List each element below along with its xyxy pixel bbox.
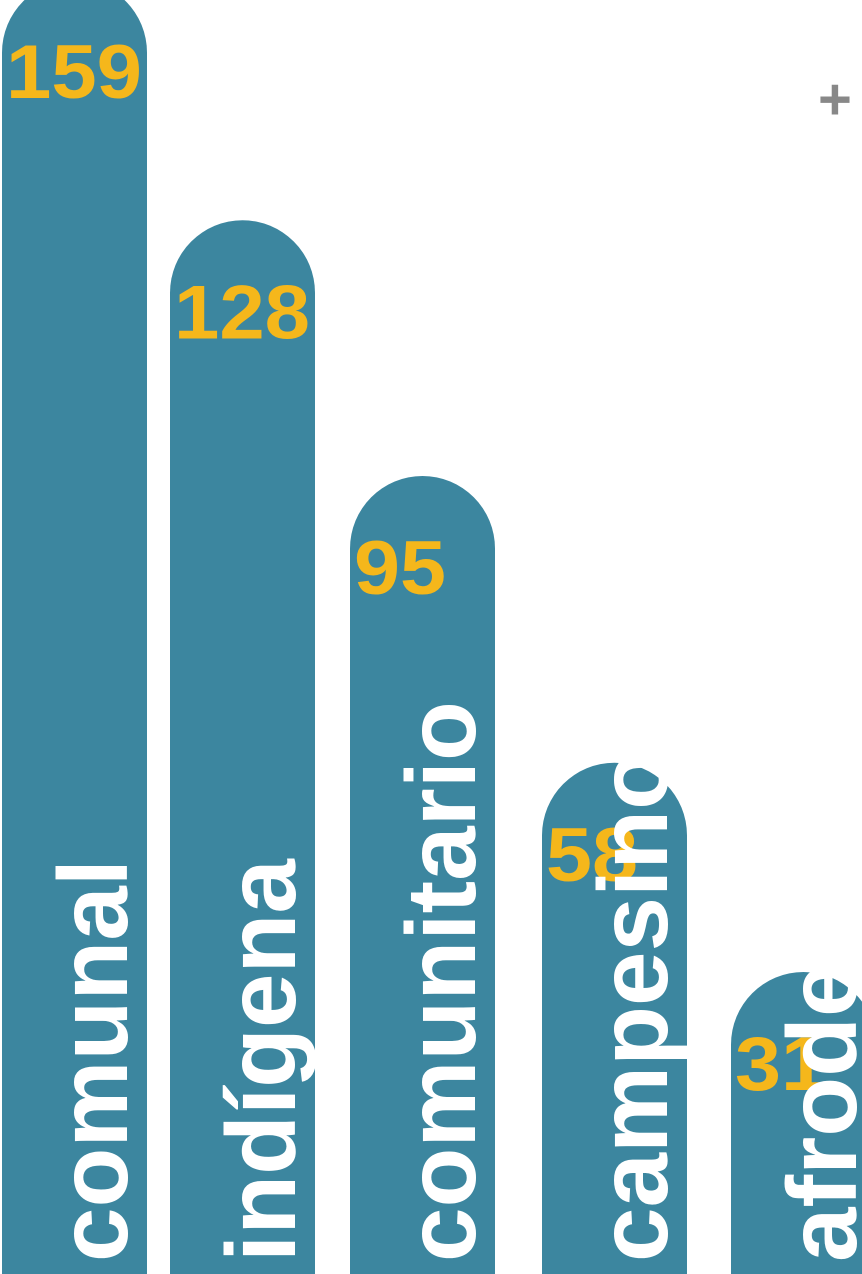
- bar-value-label: 95: [354, 526, 446, 611]
- bar-category-label: afrodescendiente: [767, 451, 862, 1262]
- bar-indígena: [170, 220, 315, 1274]
- bar-value-label: 31: [735, 1022, 827, 1107]
- bar-value-label: 159: [6, 30, 142, 115]
- bar-campesino: [542, 762, 687, 1274]
- bar-comunal: [2, 0, 147, 1274]
- bar-comunitario: [350, 476, 495, 1274]
- bar-value-label: 128: [174, 270, 310, 355]
- bar-afrodescendiente: [731, 972, 862, 1274]
- bar-category-label: indígena: [206, 858, 316, 1262]
- bar-category-label: comunal: [38, 859, 148, 1262]
- bar-category-label: campesino: [578, 750, 688, 1262]
- plus-marker: +: [818, 67, 852, 132]
- bar-category-label: comunitario: [386, 701, 496, 1262]
- bar-value-label: 58: [546, 813, 638, 898]
